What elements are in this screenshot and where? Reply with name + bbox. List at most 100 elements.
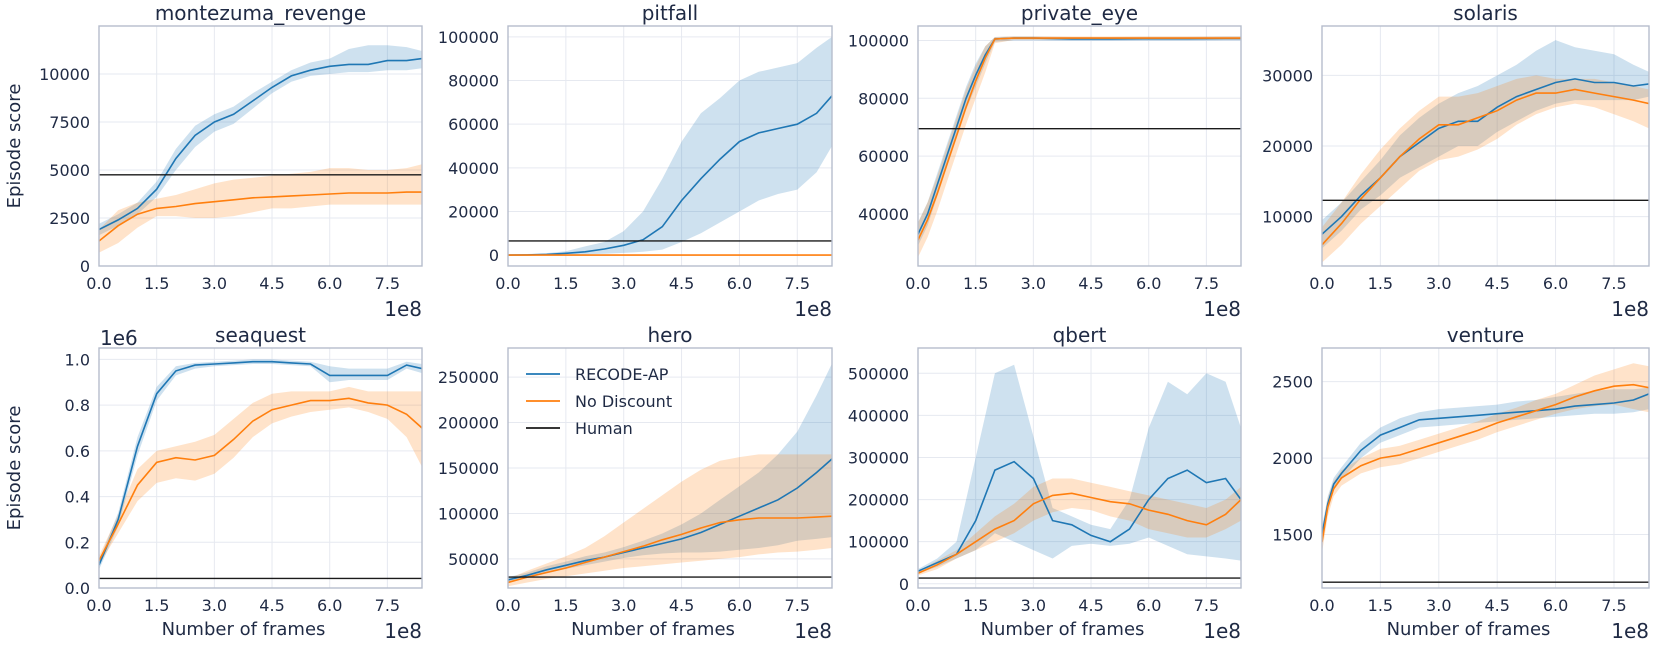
panel-seaquest: 0.0 1.5 3.0 4.5 6.0 7.5 0.0 0.2 0.4 0.6 0.8 1.0 seaq… [4,323,423,643]
x-offset-label: 1e8 [1611,619,1649,643]
y-tick-label: 400000 [848,406,909,425]
series-line-no-discount [918,37,1241,241]
panel-venture: 0.0 1.5 3.0 4.5 6.0 7.5 1500 2000 2500 venture 1e8… [1272,323,1650,643]
x-tick-label: 1.5 [963,596,988,615]
legend-label: No Discount [575,392,672,411]
x-offset-label: 1e8 [794,297,832,321]
plot-area [99,359,422,580]
x-tick-label: 4.5 [1078,274,1103,293]
x-tick-label: 6.0 [1543,596,1568,615]
x-tick-label: 3.0 [202,274,227,293]
x-tick-label: 0.0 [905,274,930,293]
series-line-no-discount [99,191,422,242]
x-tick-label: 3.0 [202,596,227,615]
x-tick-label: 3.0 [1426,274,1451,293]
x-tick-label: 7.5 [375,596,400,615]
x-tick-label: 1.5 [553,274,578,293]
x-axis-label: Number of frames [981,619,1145,640]
x-tick-label: 4.5 [669,274,694,293]
x-tick-label: 4.5 [1484,274,1509,293]
y-tick-label: 10000 [1262,208,1313,227]
x-tick-label: 7.5 [375,274,400,293]
plot-area [1322,363,1649,583]
axes-frame [1321,347,1650,589]
y-offset-label: 1e6 [100,326,138,350]
panel-title: solaris [1453,1,1518,25]
band-no-discount [99,386,422,566]
y-tick-label: 2500 [1272,373,1313,392]
y-tick-label: 0.0 [65,579,90,598]
x-tick-label: 7.5 [785,596,810,615]
y-tick-label: 2000 [1272,449,1313,468]
y-axis-label: Episode score [4,84,25,209]
x-tick-label: 3.0 [1021,274,1046,293]
series-line-no-discount [1322,88,1649,246]
y-tick-label: 10000 [39,65,90,84]
x-offset-label: 1e8 [1611,297,1649,321]
axes-frame [917,25,1242,267]
y-tick-label: 0.2 [65,533,90,552]
plot-area [508,363,832,587]
x-tick-label: 6.0 [727,596,752,615]
y-tick-label: 0.8 [65,396,90,415]
plot-area [1322,40,1649,263]
panel-title: pitfall [642,1,699,25]
plot-area [508,36,832,256]
plot-area [918,364,1241,579]
panel-hero: 0.0 1.5 3.0 4.5 6.0 7.5 50000 100000 150000 20000… [438,323,833,643]
legend-label: RECODE-AP [575,365,669,384]
band-no-discount [918,478,1241,576]
series-line-recode-ap [508,458,832,581]
x-tick-label: 3.0 [611,274,636,293]
y-tick-label: 250000 [438,368,499,387]
y-tick-label: 80000 [858,89,909,108]
y-tick-label: 60000 [858,147,909,166]
x-tick-label: 1.5 [1368,274,1393,293]
x-offset-label: 1e8 [384,297,422,321]
x-tick-label: 0.0 [1309,596,1334,615]
panel-qbert: 0.0 1.5 3.0 4.5 6.0 7.5 0 100000 200000 300000 400… [848,323,1242,643]
band-recode-ap [918,364,1241,574]
legend-label: Human [575,419,633,438]
x-tick-label: 7.5 [1601,596,1626,615]
x-tick-label: 6.0 [1136,596,1161,615]
y-tick-label: 20000 [1262,137,1313,156]
axes-frame [98,25,423,267]
y-tick-label: 150000 [438,459,499,478]
y-tick-label: 100000 [848,31,909,50]
y-tick-label: 7500 [49,113,90,132]
x-tick-label: 3.0 [1426,596,1451,615]
series-line-no-discount [918,492,1241,575]
x-offset-label: 1e8 [384,619,422,643]
series-line-recode-ap [99,360,422,566]
y-tick-label: 80000 [448,72,499,91]
x-offset-label: 1e8 [1203,297,1241,321]
y-tick-label: 100000 [438,28,499,47]
y-tick-label: 500000 [848,364,909,383]
y-tick-label: 200000 [848,491,909,510]
x-offset-label: 1e8 [794,619,832,643]
y-tick-label: 100000 [438,504,499,523]
series-line-recode-ap [99,57,422,231]
x-tick-label: 4.5 [1484,596,1509,615]
y-tick-label: 2500 [49,209,90,228]
y-tick-label: 20000 [448,202,499,221]
panel-private-eye: 0.0 1.5 3.0 4.5 6.0 7.5 40000 60000 80000 100000 p… [848,1,1242,321]
x-axis-label: Number of frames [571,619,735,640]
band-no-discount [1322,75,1649,263]
x-tick-label: 1.5 [963,274,988,293]
axes-frame [98,347,423,589]
x-tick-label: 1.5 [144,596,169,615]
x-tick-label: 4.5 [669,596,694,615]
x-tick-label: 0.0 [86,596,111,615]
band-recode-ap [99,45,422,236]
y-tick-label: 0.6 [65,442,90,461]
x-tick-label: 7.5 [1601,274,1626,293]
y-tick-label: 100000 [848,533,909,552]
y-tick-label: 1500 [1272,525,1313,544]
y-tick-label: 0.4 [65,488,90,507]
x-tick-label: 3.0 [1021,596,1046,615]
x-axis-label: Number of frames [1387,619,1551,640]
y-tick-label: 5000 [49,161,90,180]
panel-title: montezuma_revenge [155,1,366,25]
